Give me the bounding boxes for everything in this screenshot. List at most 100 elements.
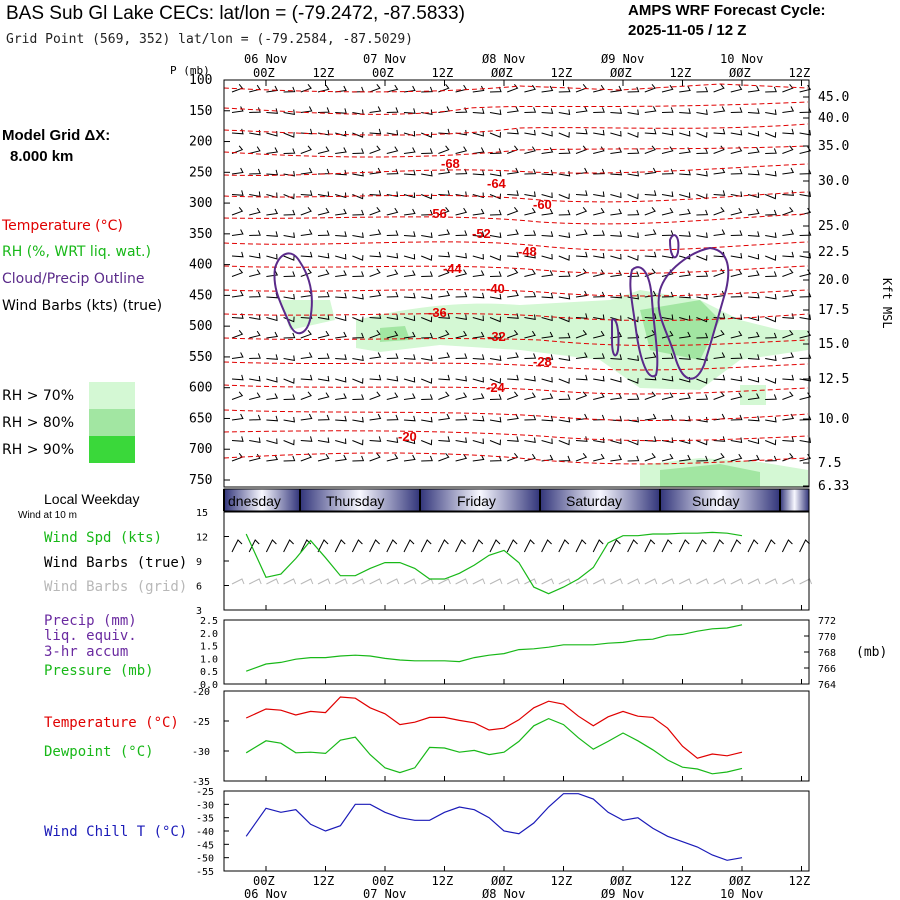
isotherm-line (223, 361, 809, 371)
date-label-bottom: Ø9 Nov (601, 887, 644, 900)
legend-wind-barbs: Wind Barbs (kts) (true) (2, 298, 163, 314)
isotherm-label: -56 (428, 206, 447, 221)
precip-legend-2: liq. equiv. (44, 628, 137, 644)
isotherm-line (223, 384, 809, 395)
rh-region (356, 290, 808, 390)
date-label-top: 06 Nov (244, 52, 287, 66)
weekday-band-frame (223, 488, 810, 512)
pressure-ytick-label: 768 (818, 648, 836, 659)
height-tick-label: 17.5 (818, 303, 849, 318)
chill-ytick-label: -55 (196, 867, 214, 878)
forecast-cycle-title: AMPS WRF Forecast Cycle: (628, 2, 826, 19)
isotherm-line (223, 313, 809, 321)
weekday-segment (420, 489, 540, 511)
wind-barb-true (472, 539, 484, 553)
pressure-ytick-label: 772 (818, 616, 836, 627)
temperature-legend: Temperature (°C) (44, 715, 179, 731)
height-tick-label: 15.0 (818, 337, 849, 352)
weekday-label: Saturday (566, 493, 622, 509)
isotherm-line (223, 241, 809, 251)
wind-barb-grid (678, 578, 692, 585)
isotherm-line (223, 191, 809, 203)
wind-ytick-label: 12 (196, 533, 208, 544)
date-label-top: Ø9 Nov (601, 52, 644, 66)
wind-barb-true (265, 539, 277, 553)
pressure-tick-label: 500 (189, 319, 212, 334)
legend-rh90-swatch (89, 436, 135, 463)
wind-barb-grid (438, 578, 451, 585)
isotherm-label: -40 (486, 281, 505, 296)
wind-barb-true (317, 539, 329, 553)
pressure-tick-label: 750 (189, 473, 212, 488)
wind-barb-true (420, 539, 432, 553)
isotherm-line (223, 337, 809, 346)
date-label-top: 07 Nov (363, 52, 406, 66)
wind-barb-grid (592, 578, 606, 585)
pressure-tick-label: 450 (189, 288, 212, 303)
wind-barb-true (678, 539, 690, 553)
pressure-axis-label: P (mb) (170, 64, 210, 77)
legend-temperature: Temperature (°C) (2, 218, 123, 234)
wind-barb-true (747, 539, 759, 553)
isotherm-line (223, 452, 809, 465)
height-tick-label: 35.0 (818, 139, 849, 154)
precip-ytick-label: 2.0 (200, 629, 218, 640)
isotherm-line (223, 265, 809, 274)
precip-legend-1: Precip (mm) (44, 613, 137, 629)
wind-barb-grid (455, 578, 469, 585)
wind-barb-grid (524, 578, 537, 585)
date-label-bottom: 07 Nov (363, 887, 406, 900)
legend-rh70-label: RH > 70% (2, 388, 75, 404)
wind-barb-true (592, 539, 604, 553)
wind-barb-grid (764, 578, 778, 585)
weekday-segment (780, 489, 809, 511)
isotherm-label: -60 (533, 197, 552, 212)
isotherm-label: -28 (533, 354, 552, 369)
wind-barb-grid (472, 578, 486, 585)
rh-region (660, 464, 760, 487)
cloud-outline (273, 252, 313, 335)
wind-barb-grid (730, 578, 744, 585)
temp-ytick-label: -35 (192, 777, 210, 788)
pressure-unit: (mb) (856, 645, 887, 660)
wind-barb-true (403, 539, 415, 553)
forecast-cycle-value: 2025-11-05 / 12 Z (628, 22, 747, 39)
panel-frame-temp (223, 690, 810, 782)
height-tick-label: 20.0 (818, 273, 849, 288)
grid-point-label: Grid Point (569, 352) lat/lon = (-79.258… (6, 32, 413, 47)
wind-barb-true (541, 539, 552, 553)
weekday-label: Thursday (326, 493, 384, 509)
wind-ytick-label: 9 (196, 557, 202, 568)
date-label-bottom: Ø8 Nov (482, 887, 525, 900)
time-tick-label-bottom: ØØZ (491, 874, 513, 888)
legend-rh90-label: RH > 90% (2, 442, 75, 458)
chill-ytick-label: -50 (196, 854, 214, 865)
model-grid-value: 8.000 km (10, 148, 74, 165)
wind-barb-grid (627, 578, 641, 585)
wind-barb-true (489, 539, 501, 553)
wind-barb-true (713, 539, 724, 553)
wind-barb-grid (420, 578, 434, 585)
cross-section-frame (223, 79, 810, 488)
dewpoint-legend: Dewpoint (°C) (44, 744, 154, 760)
date-label-bottom: 10 Nov (720, 887, 763, 900)
wind-ytick-label: 3 (196, 606, 202, 617)
isotherm-label: -44 (443, 261, 463, 276)
isotherm-line (223, 101, 809, 115)
cloud-outline (611, 318, 620, 357)
wind-barb-true (248, 539, 260, 553)
wind-barb-grid (300, 578, 314, 585)
wind-barb-true (334, 539, 346, 553)
wind-barbs-grid-legend: Wind Barbs (grid) (44, 579, 187, 595)
time-tick-label-bottom: 12Z (313, 874, 335, 888)
wind-barb-grid (283, 578, 297, 585)
series-line (245, 793, 743, 861)
wind-barb-grid (558, 578, 572, 585)
wind-ytick-label: 6 (196, 582, 202, 593)
wind-barb-grid (782, 578, 795, 585)
isotherm-line (223, 213, 809, 225)
wind-barb-grid (747, 578, 761, 585)
wind-barb-grid (575, 578, 589, 585)
legend-rh80-label: RH > 80% (2, 415, 75, 431)
height-tick-label: 7.5 (818, 456, 841, 471)
